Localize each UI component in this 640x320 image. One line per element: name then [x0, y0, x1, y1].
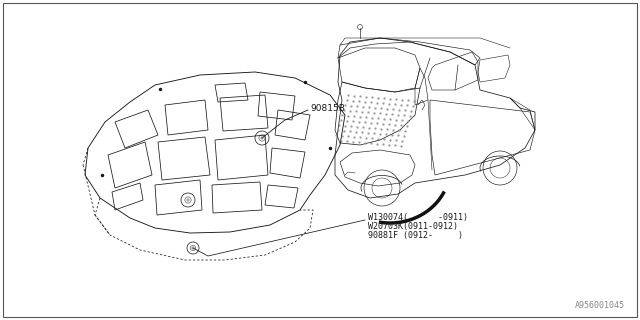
Text: W20703K(0911-0912): W20703K(0911-0912): [368, 222, 458, 231]
Text: W130074(      -0911): W130074( -0911): [368, 213, 468, 222]
Text: 90881F (0912-     ): 90881F (0912- ): [368, 231, 463, 240]
Text: A956001045: A956001045: [575, 301, 625, 310]
Text: 90815B: 90815B: [310, 103, 345, 113]
